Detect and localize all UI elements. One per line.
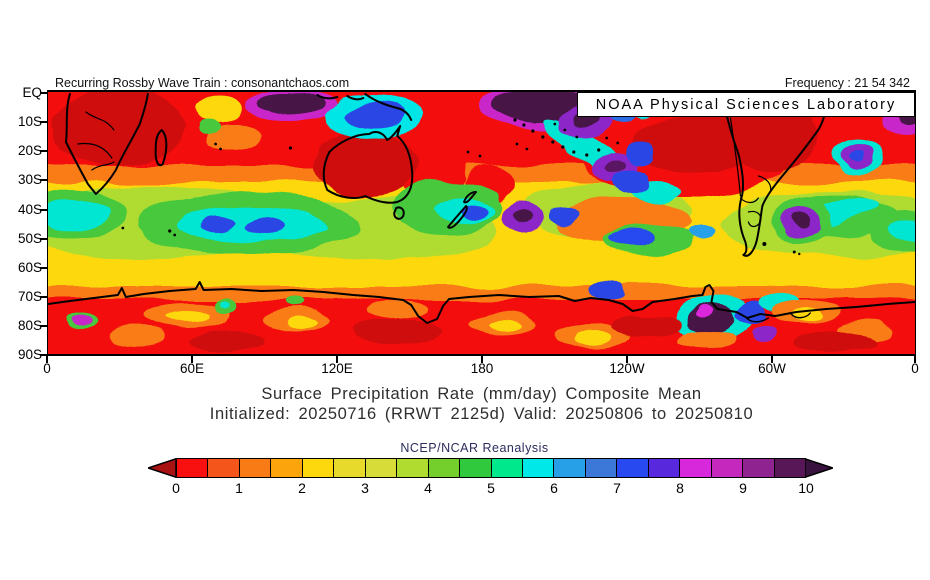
colorbar-right-arrow: [805, 458, 833, 478]
lat-tick: [40, 179, 47, 181]
lat-label-40s: 40S: [17, 202, 42, 217]
colorbar-label-4: 4: [424, 480, 432, 496]
lat-label-80s: 80S: [17, 318, 42, 333]
colorbar-seg: [774, 459, 806, 477]
lat-label-20s: 20S: [17, 143, 42, 158]
lat-tick: [40, 325, 47, 327]
lat-label-60s: 60S: [17, 260, 42, 275]
noaa-psl-label: NOAA Physical Sciences Laboratory: [595, 96, 897, 113]
watermark-note: Recurring Rossby Wave Train : consonantc…: [55, 76, 350, 90]
lon-tick: [481, 356, 483, 363]
colorbar-seg: [491, 459, 523, 477]
colorbar-seg: [334, 459, 366, 477]
colorbar-seg: [208, 459, 240, 477]
lat-label-50s: 50S: [17, 231, 42, 246]
lon-tick: [626, 356, 628, 363]
coastline-layer: [48, 93, 915, 324]
lat-tick: [40, 209, 47, 211]
lat-tick: [40, 296, 47, 298]
lon-label-120w: 120W: [609, 361, 645, 376]
colorbar-seg: [271, 459, 303, 477]
lon-label-0e: 0: [43, 361, 51, 376]
lat-tick: [40, 354, 47, 356]
precipitation-map: NOAA Physical Sciences Laboratory: [47, 90, 916, 356]
lon-tick: [914, 356, 916, 363]
colorbar-label-1: 1: [235, 480, 243, 496]
colorbar-seg: [177, 459, 209, 477]
colorbar-seg: [743, 459, 775, 477]
noaa-psl-label-box: NOAA Physical Sciences Laboratory: [577, 92, 915, 117]
colorbar-label-7: 7: [613, 480, 621, 496]
lat-label-10s: 10S: [17, 114, 42, 129]
lon-tick: [191, 356, 193, 363]
colorbar-seg: [680, 459, 712, 477]
colorbar-seg: [302, 459, 335, 477]
colorbar-label-6: 6: [550, 480, 558, 496]
chart-title: Surface Precipitation Rate (mm/day) Comp…: [261, 385, 702, 403]
colorbar-seg: [585, 459, 618, 477]
lon-label-0w: 0: [911, 361, 919, 376]
lon-tick: [336, 356, 338, 363]
colorbar-seg: [428, 459, 461, 477]
colorbar-segments: [176, 458, 806, 478]
colorbar-seg: [365, 459, 398, 477]
lat-label-30s: 30S: [17, 172, 42, 187]
lat-tick: [40, 150, 47, 152]
colorbar-seg: [397, 459, 429, 477]
colorbar-label-10: 10: [798, 480, 814, 496]
chart-subtitle: Initialized: 20250716 (RRWT 2125d) Valid…: [209, 405, 754, 423]
colorbar-label-2: 2: [298, 480, 306, 496]
lon-label-60e: 60E: [179, 361, 205, 376]
colorbar-label-0: 0: [172, 480, 180, 496]
colorbar-label-8: 8: [676, 480, 684, 496]
colorbar-seg: [239, 459, 272, 477]
lat-tick: [40, 121, 47, 123]
lon-tick: [771, 356, 773, 363]
colorbar-seg: [522, 459, 555, 477]
colorbar: 0 1 2 3 4 5 6 7 8 9 10: [148, 458, 833, 496]
colorbar-label-9: 9: [739, 480, 747, 496]
data-source-label: NCEP/NCAR Reanalysis: [400, 441, 549, 455]
precipitation-field-svg: [48, 92, 915, 354]
colorbar-seg: [617, 459, 649, 477]
lat-label-70s: 70S: [17, 289, 42, 304]
lon-label-60w: 60W: [758, 361, 786, 376]
colorbar-seg: [460, 459, 492, 477]
lon-label-120e: 120E: [321, 361, 353, 376]
lat-tick: [40, 238, 47, 240]
frequency-note: Frequency : 21 54 342: [784, 76, 910, 90]
lon-tick: [46, 356, 48, 363]
lat-tick: [40, 267, 47, 269]
colorbar-seg: [554, 459, 586, 477]
colorbar-label-3: 3: [361, 480, 369, 496]
colorbar-seg: [648, 459, 681, 477]
colorbar-seg: [711, 459, 744, 477]
lat-label-90s: 90S: [17, 347, 42, 362]
lat-label-eq: EQ: [22, 85, 42, 100]
colorbar-label-5: 5: [487, 480, 495, 496]
lat-tick: [40, 92, 47, 94]
colorbar-left-arrow: [148, 458, 176, 478]
lon-label-180: 180: [470, 361, 494, 376]
